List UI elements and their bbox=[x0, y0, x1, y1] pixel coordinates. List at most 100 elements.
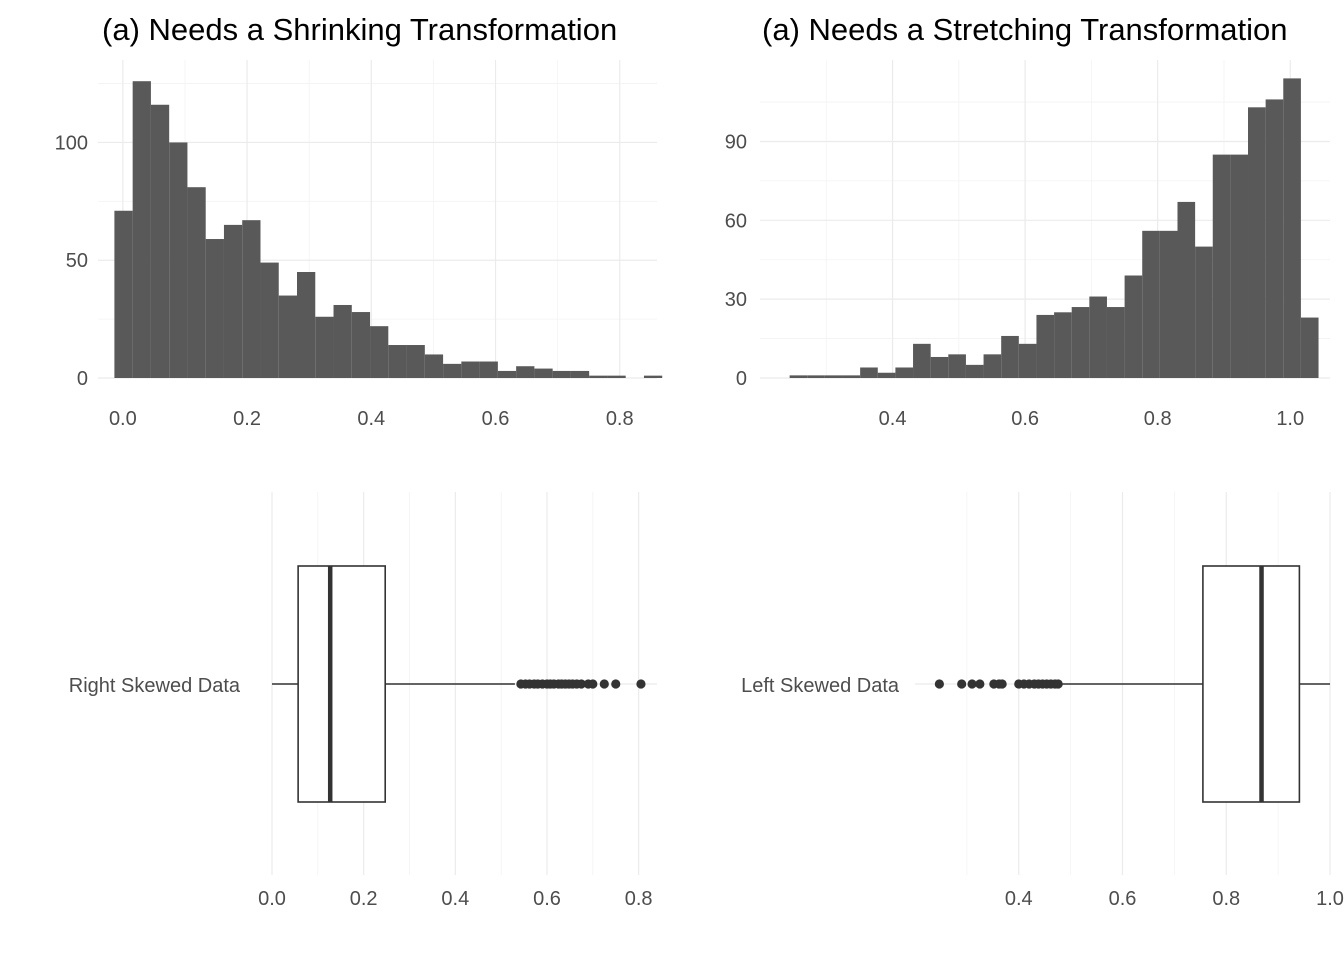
histogram-bar bbox=[1089, 296, 1107, 378]
outlier-point bbox=[636, 679, 646, 689]
histogram-bar bbox=[860, 367, 878, 378]
histogram-panel-left-skew: 0.4 0.6 0.8 1.0 0 30 60 90 (a) Needs a Stretchin… bbox=[725, 12, 1330, 430]
outlier-point bbox=[599, 679, 609, 689]
outlier-point bbox=[975, 679, 985, 689]
x-tick-label: 0.0 bbox=[109, 408, 137, 430]
outlier-point bbox=[997, 679, 1007, 689]
x-tick-label: 0.0 bbox=[258, 888, 286, 910]
x-tick-label: 0.2 bbox=[350, 888, 378, 910]
histogram-bar bbox=[443, 363, 462, 378]
histogram-bar bbox=[930, 356, 949, 378]
histogram-bar bbox=[877, 372, 896, 378]
histogram-bar bbox=[223, 224, 243, 378]
histogram-bar bbox=[643, 375, 663, 378]
x-tick-label: 0.8 bbox=[1144, 408, 1172, 430]
x-tick-label: 0.4 bbox=[879, 408, 907, 430]
histogram-bar bbox=[205, 239, 224, 378]
histogram-bar bbox=[1142, 230, 1160, 378]
histogram-bar bbox=[948, 354, 966, 378]
x-tick-label: 0.6 bbox=[482, 408, 510, 430]
y-tick-label: 0 bbox=[736, 368, 747, 390]
outlier-point bbox=[611, 679, 621, 689]
histogram-bar bbox=[516, 366, 535, 378]
histogram-bar bbox=[807, 375, 825, 378]
box-iqr bbox=[297, 565, 387, 803]
histogram-bar bbox=[370, 326, 389, 378]
histogram-bar bbox=[1018, 343, 1037, 378]
y-tick-label: 30 bbox=[725, 289, 747, 311]
histogram-bar bbox=[1071, 307, 1090, 378]
histogram-bar bbox=[552, 370, 571, 378]
x-tick-label: 1.0 bbox=[1276, 408, 1304, 430]
histogram-bar bbox=[242, 220, 261, 378]
histogram-bar bbox=[1300, 317, 1319, 378]
x-tick-label: 0.2 bbox=[233, 408, 261, 430]
histogram-bar bbox=[315, 316, 334, 378]
histogram-panel-right-skew: 0.0 0.2 0.4 0.6 0.8 0 50 100 (a) Needs a Shrinki… bbox=[55, 12, 663, 430]
histogram-bar bbox=[1265, 99, 1284, 379]
x-tick-label: 0.4 bbox=[441, 888, 469, 910]
histogram-bar bbox=[1159, 230, 1178, 378]
histogram-bar bbox=[424, 354, 444, 378]
histogram-bar bbox=[789, 375, 808, 378]
chart-title: (a) Needs a Stretching Transformation bbox=[762, 12, 1288, 47]
histogram-bar bbox=[497, 370, 517, 378]
outlier-point bbox=[967, 679, 977, 689]
histogram-bar bbox=[169, 142, 188, 378]
histogram-bar bbox=[1195, 246, 1213, 378]
histogram-bar bbox=[260, 262, 279, 378]
chart-title: (a) Needs a Shrinking Transformation bbox=[102, 12, 617, 47]
histogram-bar bbox=[297, 272, 316, 378]
y-tick-label: 0 bbox=[77, 368, 88, 390]
histogram-bar bbox=[965, 364, 984, 378]
category-label: Right Skewed Data bbox=[69, 675, 241, 697]
histogram-bar bbox=[1106, 307, 1125, 378]
x-tick-label: 1.0 bbox=[1316, 888, 1344, 910]
histogram-bar bbox=[824, 375, 843, 378]
histogram-bar bbox=[1124, 275, 1143, 378]
category-label: Left Skewed Data bbox=[741, 675, 900, 697]
x-tick-label: 0.8 bbox=[625, 888, 653, 910]
histogram-bar bbox=[589, 375, 608, 378]
x-tick-label: 0.6 bbox=[533, 888, 561, 910]
histogram-bar bbox=[842, 375, 861, 378]
y-tick-label: 100 bbox=[55, 132, 88, 154]
histogram-bar bbox=[1230, 154, 1249, 378]
histogram-bar bbox=[1248, 107, 1266, 378]
histogram-bar bbox=[1036, 314, 1055, 378]
boxplot-panel-left-skew: 0.4 0.6 0.8 1.0 Left Skewed Data bbox=[741, 492, 1344, 910]
histogram-bar bbox=[114, 210, 133, 378]
x-tick-label: 0.8 bbox=[606, 408, 634, 430]
histogram-bar bbox=[351, 312, 371, 378]
outlier-point bbox=[934, 679, 944, 689]
histogram-bar bbox=[461, 361, 480, 378]
histogram-bar bbox=[913, 343, 931, 378]
y-tick-label: 60 bbox=[725, 210, 747, 232]
y-tick-label: 50 bbox=[66, 250, 88, 272]
histogram-bar bbox=[388, 345, 407, 378]
x-tick-label: 0.6 bbox=[1109, 888, 1137, 910]
histogram-bar bbox=[1001, 335, 1019, 378]
x-tick-label: 0.4 bbox=[357, 408, 385, 430]
outlier-point bbox=[576, 679, 586, 689]
histogram-bar bbox=[406, 345, 425, 378]
x-tick-label: 0.8 bbox=[1212, 888, 1240, 910]
histogram-bar bbox=[1054, 312, 1072, 378]
histogram-bar bbox=[1177, 201, 1196, 378]
histogram-bar bbox=[570, 370, 590, 378]
histogram-bar bbox=[1212, 154, 1231, 378]
y-tick-label: 90 bbox=[725, 131, 747, 153]
histogram-bar bbox=[150, 104, 170, 378]
histogram-bar bbox=[333, 304, 352, 378]
histogram-bar bbox=[132, 81, 151, 378]
outlier-point bbox=[957, 679, 967, 689]
outlier-point bbox=[1053, 679, 1063, 689]
histogram-bar bbox=[278, 295, 298, 378]
histogram-bar bbox=[895, 367, 914, 378]
box-iqr bbox=[1202, 565, 1301, 803]
histogram-bar bbox=[534, 368, 553, 378]
histogram-bar bbox=[1283, 78, 1301, 378]
x-tick-label: 0.4 bbox=[1005, 888, 1033, 910]
